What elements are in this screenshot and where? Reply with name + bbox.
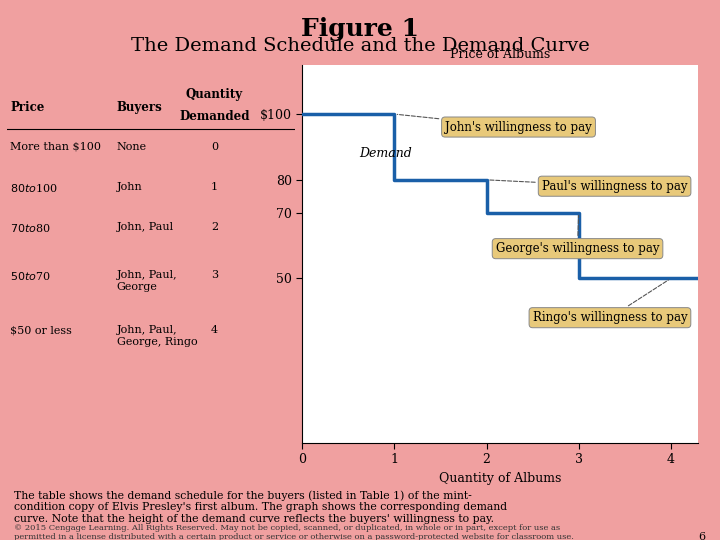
Text: John, Paul,
George: John, Paul, George (117, 270, 177, 292)
Text: $50 or less: $50 or less (10, 325, 72, 335)
Text: 0: 0 (211, 141, 218, 152)
Text: © 2015 Cengage Learning. All Rights Reserved. May not be copied, scanned, or dup: © 2015 Cengage Learning. All Rights Rese… (14, 524, 575, 540)
Text: Paul's willingness to pay: Paul's willingness to pay (490, 180, 688, 193)
Text: John, Paul: John, Paul (117, 222, 174, 233)
Text: Demanded: Demanded (179, 111, 250, 124)
Text: Ringo's willingness to pay: Ringo's willingness to pay (533, 280, 688, 324)
Text: John's willingness to pay: John's willingness to pay (397, 114, 592, 133)
Text: George's willingness to pay: George's willingness to pay (496, 215, 660, 255)
Text: 3: 3 (211, 270, 218, 280)
Text: $50 to $70: $50 to $70 (10, 270, 51, 282)
Text: Figure 1: Figure 1 (301, 17, 419, 42)
Text: 4: 4 (211, 325, 218, 335)
Text: John: John (117, 182, 143, 192)
Text: Price: Price (10, 102, 45, 114)
X-axis label: Quantity of Albums: Quantity of Albums (439, 472, 562, 485)
Text: 1: 1 (211, 182, 218, 192)
Text: $80 to $100: $80 to $100 (10, 182, 58, 194)
Text: $70 to $80: $70 to $80 (10, 222, 51, 234)
Text: None: None (117, 141, 147, 152)
Text: 6: 6 (698, 532, 706, 540)
Text: Demand: Demand (359, 147, 413, 160)
Text: John, Paul,
George, Ringo: John, Paul, George, Ringo (117, 325, 197, 347)
Text: More than $100: More than $100 (10, 141, 101, 152)
Text: 2: 2 (211, 222, 218, 233)
Text: The table shows the demand schedule for the buyers (listed in Table 1) of the mi: The table shows the demand schedule for … (14, 490, 508, 524)
Text: The Demand Schedule and the Demand Curve: The Demand Schedule and the Demand Curve (130, 37, 590, 55)
Title: Price of Albums: Price of Albums (450, 48, 551, 61)
Text: Quantity: Quantity (186, 89, 243, 102)
Text: Buyers: Buyers (117, 102, 163, 114)
